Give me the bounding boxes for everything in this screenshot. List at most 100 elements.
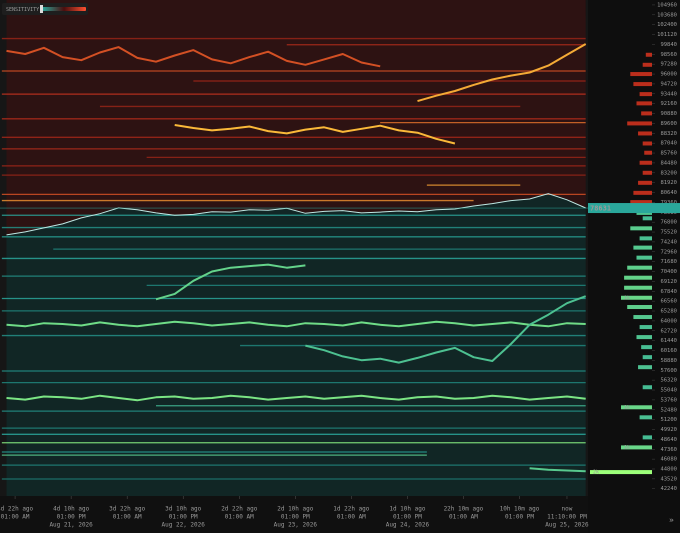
y-tick-label: 60160 (660, 348, 677, 354)
x-tick-date: Aug 22, 2026 (162, 522, 206, 529)
depth-bar (633, 245, 652, 250)
depth-bar (639, 236, 652, 241)
depth-bar (644, 150, 652, 155)
y-tick-label: 89600 (660, 121, 677, 127)
depth-bar (639, 415, 652, 420)
y-tick-label: 99840 (660, 42, 677, 48)
depth-bar (636, 255, 652, 260)
y-tick-label: 85760 (660, 151, 677, 157)
x-tick-label: 3d 22h ago (109, 506, 146, 513)
depth-bar (641, 111, 652, 116)
depth-bar (630, 226, 652, 231)
depth-bar (627, 265, 652, 270)
depth-bar (639, 92, 652, 97)
bid-zone (6, 193, 586, 496)
x-tick-label: 10h 10m ago (500, 506, 540, 513)
y-tick-label: 57600 (660, 368, 677, 374)
depth-bar (621, 405, 652, 410)
depth-label: 1k (624, 445, 630, 451)
y-tick-label: 94720 (660, 81, 677, 87)
y-tick-label: 51200 (660, 417, 677, 423)
y-tick-label: 104960 (657, 2, 677, 8)
liquidity-curve (6, 46, 381, 68)
depth-bar (636, 101, 652, 106)
x-tick-label: 3d 10h ago (165, 506, 202, 513)
x-tick-time: 01:00 AM (337, 514, 366, 521)
x-tick-label: 22h 10m ago (444, 506, 484, 513)
x-tick-time: 01:00 AM (449, 514, 478, 521)
y-tick-label: 74240 (660, 239, 677, 245)
x-tick-label: now (562, 506, 573, 513)
y-tick-label: 58880 (660, 358, 677, 364)
y-tick-label: 87040 (660, 141, 677, 147)
x-tick-time: 01:00 PM (505, 514, 534, 521)
y-tick-label: 69120 (660, 279, 677, 285)
ask-zone (6, 0, 586, 235)
depth-bar (624, 275, 652, 280)
current-price-box (588, 203, 680, 214)
x-tick-time: 11:10:00 PM (547, 514, 587, 521)
slider-handle[interactable] (40, 5, 43, 13)
x-tick-time: 01:00 PM (169, 514, 198, 521)
depth-bar (621, 445, 652, 450)
y-tick-label: 62720 (660, 328, 677, 334)
depth-bar (645, 52, 652, 57)
y-tick-label: 84480 (660, 160, 677, 166)
y-tick-label: 67840 (660, 289, 677, 295)
y-tick-label: 92160 (660, 101, 677, 107)
depth-bar (633, 190, 652, 195)
depth-bar (627, 305, 652, 310)
y-tick-label: 48640 (660, 437, 677, 443)
depth-bar (638, 131, 652, 136)
depth-bar (633, 315, 652, 320)
x-tick-time: 01:00 AM (1, 514, 30, 521)
x-tick-label: 2d 10h ago (277, 506, 314, 513)
depth-bar (633, 82, 652, 87)
plot-area (0, 0, 588, 496)
y-tick-label: 42240 (660, 486, 677, 492)
x-tick-label: 4d 22h ago (0, 506, 34, 513)
depth-bar (639, 160, 652, 165)
price-line (6, 193, 586, 236)
depth-bar (641, 345, 652, 350)
depth-bar (627, 121, 652, 126)
y-tick-label: 101120 (657, 32, 677, 38)
depth-label: 1k (624, 405, 630, 411)
depth-bar (638, 365, 652, 370)
y-tick-label: 79360 (660, 200, 677, 206)
y-tick-label: 71680 (660, 259, 677, 265)
depth-label: 1k (624, 295, 630, 301)
depth-bar (638, 180, 652, 185)
y-tick-label: 70400 (660, 269, 677, 275)
depth-label: 2k (593, 470, 599, 476)
y-tick-label: 53760 (660, 397, 677, 403)
y-tick-label: 75520 (660, 230, 677, 236)
y-tick-label: 72960 (660, 249, 677, 255)
liquidity-curve (6, 320, 586, 328)
sensitivity-slider[interactable] (42, 7, 86, 11)
y-tick-label: 83200 (660, 170, 677, 176)
depth-bar (630, 200, 652, 205)
y-tick-label: 47360 (660, 447, 677, 453)
y-tick-label: 66560 (660, 299, 677, 305)
y-tick-label: 88320 (660, 131, 677, 137)
liquidity-curve (155, 263, 306, 301)
expand-button[interactable]: » (669, 516, 674, 525)
liquidity-curve (174, 124, 456, 145)
y-tick-label: 56320 (660, 378, 677, 384)
y-tick-label: 97280 (660, 62, 677, 68)
y-tick-label: 64000 (660, 318, 677, 324)
liquidity-curve (417, 43, 587, 103)
y-tick-label: 49920 (660, 427, 677, 433)
x-tick-date: Aug 21, 2026 (49, 522, 93, 529)
y-tick-label: 61440 (660, 338, 677, 344)
x-tick-time: 01:00 AM (225, 514, 254, 521)
y-tick-label: 93440 (660, 91, 677, 97)
x-tick-time: 01:00 PM (393, 514, 422, 521)
y-tick-label: 98560 (660, 52, 677, 58)
x-tick-label: 1d 10h ago (389, 506, 426, 513)
sensitivity-label: SENSITIVITY (6, 7, 39, 13)
x-tick-date: Aug 23, 2026 (274, 522, 318, 529)
